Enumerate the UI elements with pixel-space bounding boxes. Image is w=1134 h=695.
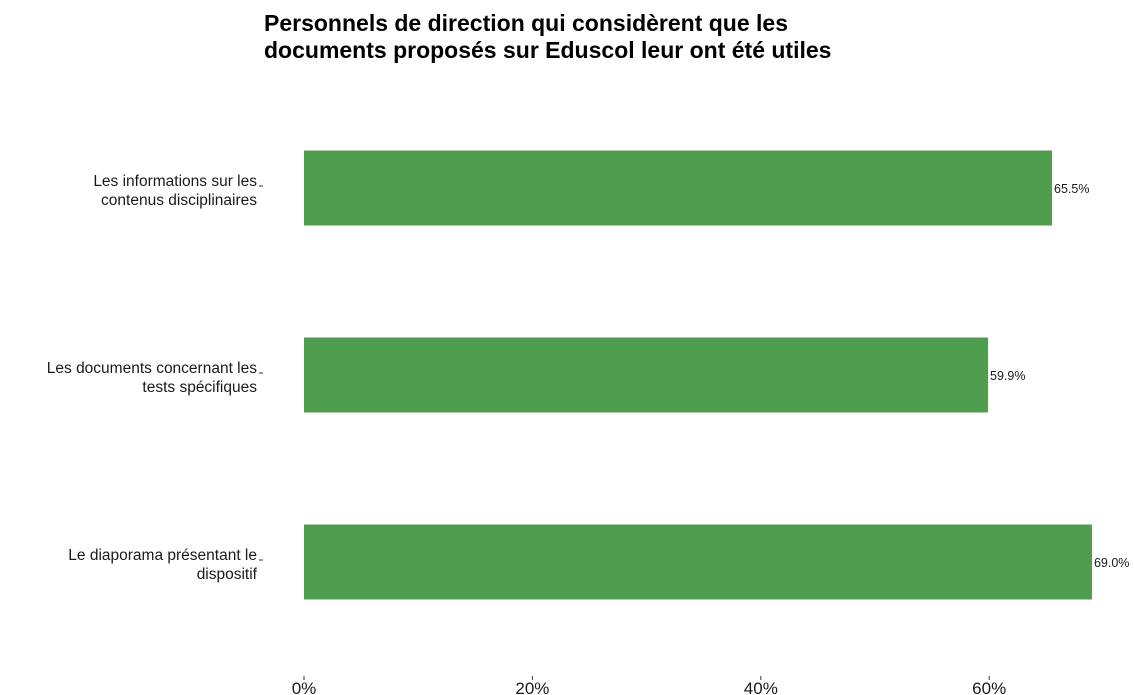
x-tick-label-3: 40% <box>744 679 778 695</box>
category-label-2-line-1: Les documents concernant les <box>47 360 257 377</box>
category-label-3-line-1: Le diaporama présentant le <box>68 547 257 564</box>
chart-title-line-1: Personnels de direction qui considèrent … <box>264 10 789 36</box>
category-label-1: Les informations sur les contenus discipl… <box>93 173 257 209</box>
data-label-2: 59.9% <box>990 369 1025 383</box>
category-label-2: Les documents concernant les tests spécif… <box>47 360 257 396</box>
x-tick-label-4: 60% <box>972 679 1006 695</box>
category-label-1-line-2: contenus disciplinaires <box>101 192 257 209</box>
x-tick-label-2: 20% <box>515 679 549 695</box>
bar-1 <box>304 150 1053 226</box>
category-label-3-line-2: dispositif <box>197 566 258 583</box>
x-tick-label-1: 0% <box>292 679 317 695</box>
bar-2 <box>304 337 989 413</box>
data-label-3: 69.0% <box>1094 556 1129 570</box>
chart-title-line-2: documents proposés sur Eduscol leur ont … <box>264 37 832 63</box>
category-label-1-line-1: Les informations sur les <box>93 173 257 190</box>
category-label-3: Le diaporama présentant le dispositif <box>68 547 257 583</box>
bar-3 <box>304 524 1092 600</box>
category-label-2-line-2: tests spécifiques <box>142 379 257 396</box>
chart-title: Personnels de direction qui considèrent … <box>264 10 964 64</box>
data-label-1: 65.5% <box>1054 182 1089 196</box>
